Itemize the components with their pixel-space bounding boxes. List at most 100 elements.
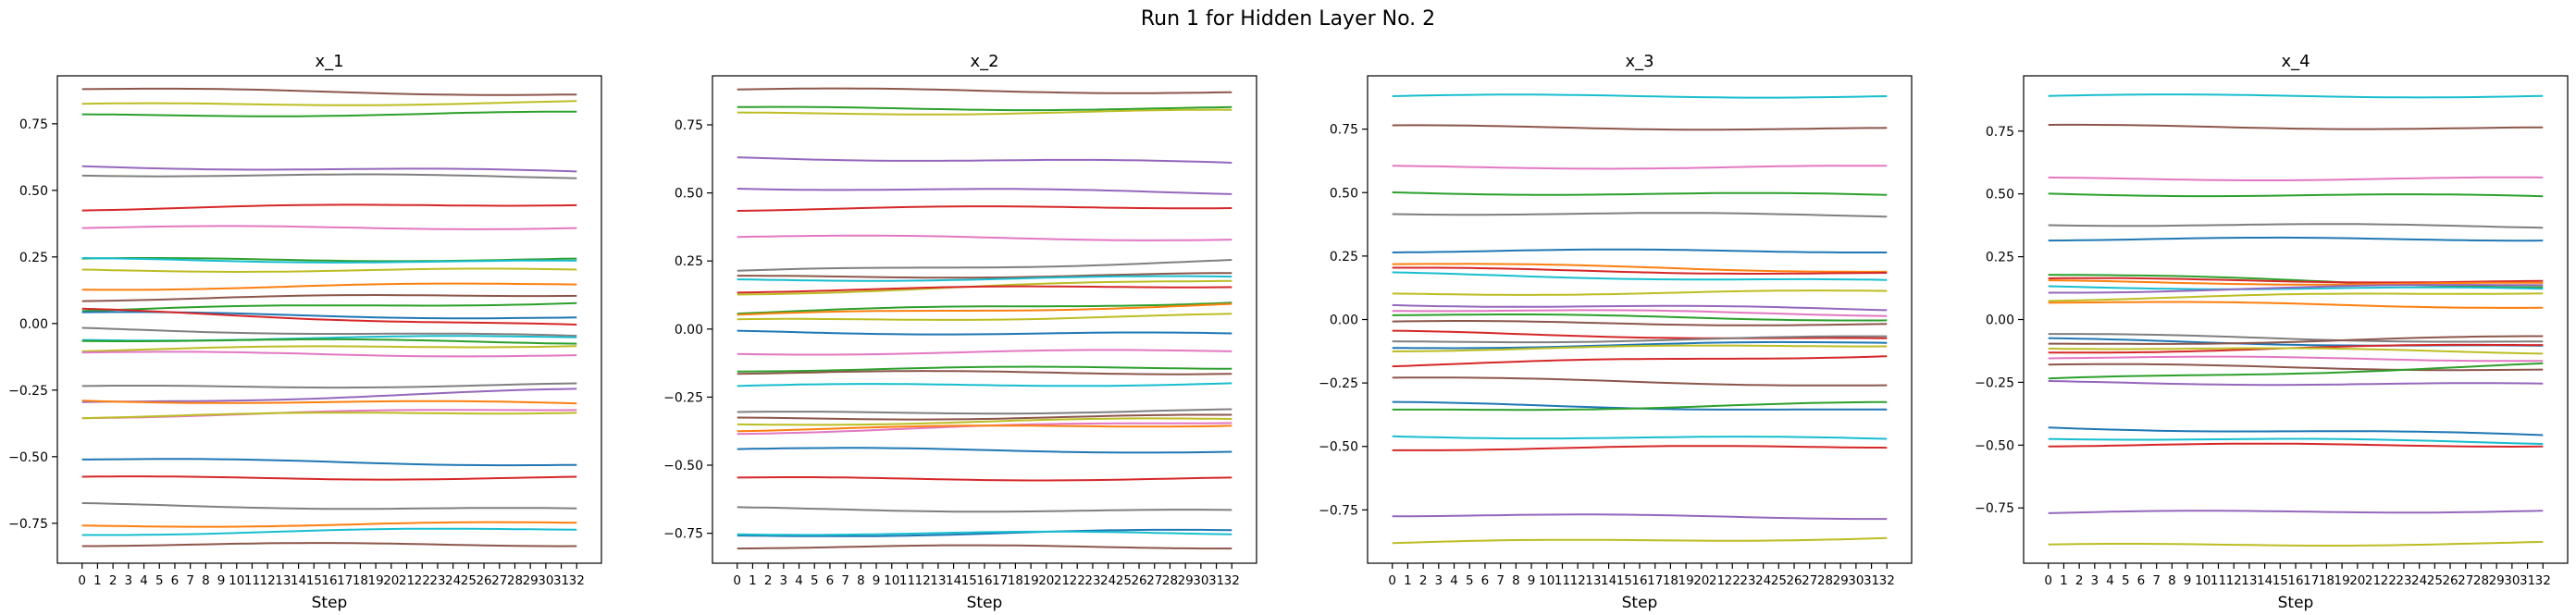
subplot-3: x_3−0.75−0.50−0.250.000.250.500.750 1 2 3 4 5…	[1319, 52, 1913, 612]
series-line	[737, 302, 1232, 316]
subplot-title: x_3	[1625, 52, 1653, 71]
x-tick-label: 30	[1193, 573, 1208, 588]
x-tick-label: 11	[899, 573, 915, 588]
x-tick-label: 19	[2334, 573, 2350, 588]
series-line	[737, 370, 1232, 375]
x-tick-label: 19	[368, 573, 384, 588]
subplot-1: x_1−0.75−0.50−0.250.000.250.500.750 1 2 3 4 5…	[8, 52, 602, 612]
y-tick-label: 0.75	[1986, 125, 2014, 140]
x-tick-label: 29	[1833, 573, 1849, 588]
series-line	[81, 458, 577, 467]
series-line	[737, 234, 1232, 241]
x-tick-label: 14	[291, 573, 306, 588]
x-tick-label: 28	[1817, 573, 1833, 588]
x-tick-label: 24	[2411, 573, 2427, 588]
x-axis-label: Step	[1622, 594, 1658, 612]
x-tick-label: 24	[1755, 573, 1771, 588]
x-tick-label: 3	[125, 573, 133, 588]
series-line	[737, 87, 1232, 94]
x-tick-label: 31	[1864, 573, 1879, 588]
x-tick-label: 27	[1146, 573, 1162, 588]
x-tick-label: 15	[306, 573, 322, 588]
series-line	[2048, 442, 2544, 449]
series-line	[737, 530, 1232, 536]
series-line	[81, 502, 577, 510]
series-line	[2048, 93, 2544, 99]
x-tick-label: 29	[2489, 573, 2505, 588]
series-line	[1392, 165, 1888, 170]
x-tick-label: 26	[1131, 573, 1146, 588]
y-tick-label: −0.25	[1319, 376, 1358, 391]
x-tick-label: 24	[1100, 573, 1116, 588]
x-axis-label: Step	[2278, 594, 2314, 612]
x-tick-label: 26	[2442, 573, 2458, 588]
x-tick-label: 32	[2535, 573, 2551, 588]
series-line	[1392, 513, 1888, 521]
x-tick-label: 27	[491, 573, 507, 588]
series-line	[2048, 176, 2544, 181]
series-line	[1392, 266, 1888, 275]
x-tick-label: 17	[337, 573, 353, 588]
series-line	[737, 156, 1232, 164]
series-line	[81, 345, 577, 352]
x-tick-label: 22	[415, 573, 430, 588]
series-line	[2048, 380, 2544, 387]
y-tick-label: −0.25	[1975, 375, 2014, 390]
series-line	[81, 293, 577, 302]
x-tick-label: 32	[569, 573, 585, 588]
x-axis-label: Step	[967, 594, 1003, 612]
y-tick-label: −0.25	[663, 390, 703, 405]
series-line	[81, 387, 577, 403]
series-line	[81, 400, 577, 405]
x-tick-label: 6	[1481, 573, 1490, 588]
series-line	[81, 527, 577, 536]
x-tick-label: 20	[1038, 573, 1054, 588]
series-line	[1392, 309, 1888, 317]
x-tick-label: 5	[2122, 573, 2130, 588]
series-line	[737, 408, 1232, 415]
series-line	[737, 544, 1232, 550]
x-tick-label: 20	[1693, 573, 1709, 588]
series-line	[81, 307, 577, 326]
x-tick-label: 6	[171, 573, 180, 588]
series-line	[1392, 445, 1888, 451]
series-line	[737, 382, 1232, 387]
x-tick-label: 13	[1585, 573, 1601, 588]
series-group	[81, 87, 577, 547]
series-line	[1392, 376, 1888, 387]
series-line	[2048, 274, 2544, 289]
series-line	[2048, 236, 2544, 242]
x-tick-label: 28	[2473, 573, 2489, 588]
x-tick-label: 7	[1496, 573, 1505, 588]
x-tick-label: 17	[1647, 573, 1663, 588]
x-tick-label: 0	[78, 573, 86, 588]
x-tick-label: 16	[976, 573, 992, 588]
x-tick-label: 2	[764, 573, 773, 588]
x-tick-label: 1	[749, 573, 757, 588]
x-tick-label: 16	[2287, 573, 2303, 588]
x-tick-label: 27	[1802, 573, 1817, 588]
series-line	[81, 282, 577, 291]
series-line	[737, 313, 1232, 321]
series-line	[1392, 124, 1888, 131]
x-tick-label: 8	[1512, 573, 1520, 588]
x-tick-label: 26	[476, 573, 491, 588]
x-tick-label: 21	[1054, 573, 1070, 588]
x-tick-label: 13	[930, 573, 946, 588]
x-tick-label: 9	[217, 573, 226, 588]
series-line	[1392, 329, 1888, 339]
y-tick-label: −0.75	[8, 517, 48, 532]
x-tick-label: 23	[429, 573, 445, 588]
subplot-title: x_1	[315, 52, 343, 71]
y-tick-label: 0.25	[19, 251, 48, 265]
series-line	[1392, 400, 1888, 412]
x-tick-label: 15	[1616, 573, 1632, 588]
x-tick-label: 16	[1631, 573, 1647, 588]
subplot-title: x_2	[970, 52, 998, 71]
y-tick-label: 0.25	[675, 254, 703, 269]
x-tick-label: 22	[2381, 573, 2396, 588]
y-tick-label: −0.75	[1319, 503, 1358, 518]
x-tick-label: 3	[1435, 573, 1443, 588]
series-line	[2048, 437, 2544, 445]
series-line	[81, 412, 577, 420]
